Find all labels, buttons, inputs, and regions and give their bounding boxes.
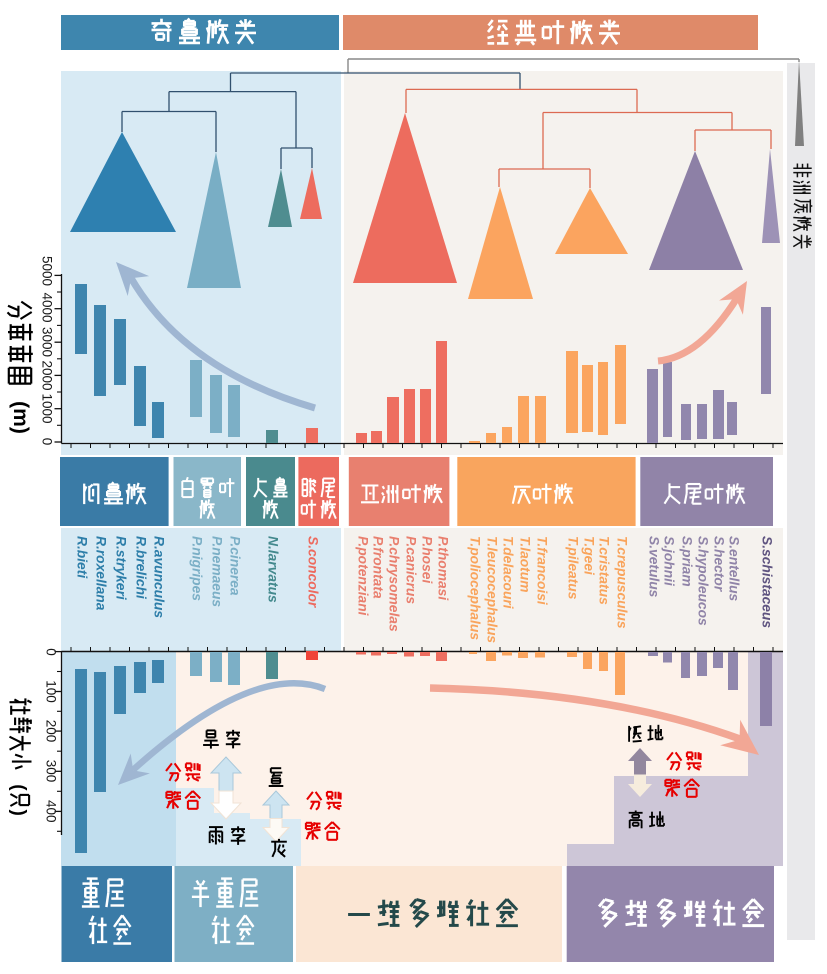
svg-text:400: 400 xyxy=(43,800,58,823)
svg-text:P.thomasi: P.thomasi xyxy=(436,536,451,601)
svg-text:0: 0 xyxy=(43,648,58,656)
svg-text:0: 0 xyxy=(39,438,54,446)
svg-text:P.potenziani: P.potenziani xyxy=(356,536,371,617)
svg-text:): ) xyxy=(8,810,29,816)
svg-text:P.chrysomelas: P.chrysomelas xyxy=(387,536,402,632)
svg-text:(m): (m) xyxy=(9,401,32,434)
svg-text:T.leucocephalus: T.leucocephalus xyxy=(485,536,500,643)
svg-text:P.canicrus: P.canicrus xyxy=(404,536,419,604)
svg-text:P.nigripes: P.nigripes xyxy=(190,536,205,601)
svg-text:R.roxellana: R.roxellana xyxy=(94,536,109,611)
svg-text:N.larvatus: N.larvatus xyxy=(266,536,281,603)
svg-text:300: 300 xyxy=(43,760,58,783)
svg-text:5000: 5000 xyxy=(39,256,54,286)
svg-text:S.concolor: S.concolor xyxy=(306,536,321,608)
svg-text:S.vetulus: S.vetulus xyxy=(647,536,662,598)
svg-text:R.bieti: R.bieti xyxy=(75,536,90,579)
svg-text:2000: 2000 xyxy=(39,360,54,390)
svg-text:3000: 3000 xyxy=(39,327,54,357)
svg-text:S.entellus: S.entellus xyxy=(727,536,742,601)
svg-text:P.nemaeus: P.nemaeus xyxy=(210,536,225,607)
svg-text:1000: 1000 xyxy=(39,393,54,423)
svg-text:S.johnii: S.johnii xyxy=(662,536,677,587)
svg-text:P.frontata: P.frontata xyxy=(371,536,386,599)
svg-text:S.priam: S.priam xyxy=(680,536,695,587)
svg-text:4000: 4000 xyxy=(39,292,54,322)
svg-text:T.poliocephalus: T.poliocephalus xyxy=(468,536,483,640)
svg-text:T.francoisi: T.francoisi xyxy=(535,536,550,606)
svg-text:T.pileatus: T.pileatus xyxy=(566,536,581,600)
svg-text:S.schistaceus: S.schistaceus xyxy=(760,536,775,628)
svg-text:T.laotum: T.laotum xyxy=(518,536,533,592)
svg-text:P.hosei: P.hosei xyxy=(420,536,435,584)
svg-text:R.brelichi: R.brelichi xyxy=(134,536,149,600)
svg-text:R.avunculus: R.avunculus xyxy=(152,536,167,618)
svg-text:P.cinerea: P.cinerea xyxy=(228,536,243,596)
svg-text:(: ( xyxy=(8,784,29,791)
svg-text:T.delacouri: T.delacouri xyxy=(501,536,516,610)
svg-text:S.hector: S.hector xyxy=(712,536,727,592)
svg-text:100: 100 xyxy=(43,680,58,703)
svg-text:T.cristatus: T.cristatus xyxy=(597,536,612,605)
svg-text:T.crepusculus: T.crepusculus xyxy=(615,536,630,629)
svg-text:T.geei: T.geei xyxy=(582,536,597,576)
svg-text:S.hypoleucos: S.hypoleucos xyxy=(696,536,711,626)
svg-text:200: 200 xyxy=(43,720,58,743)
svg-text:R.strykeri: R.strykeri xyxy=(114,536,129,601)
